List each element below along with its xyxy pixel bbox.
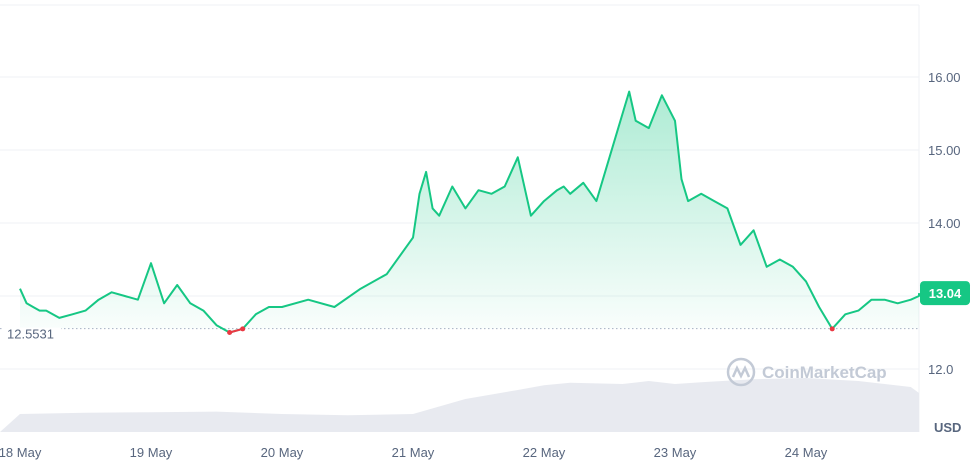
currency-label: USD: [934, 420, 961, 435]
x-axis-labels: 18 May 19 May 20 May 21 May 22 May 23 May 24 M…: [0, 445, 828, 460]
baseline-label: 12.5531: [7, 327, 54, 342]
x-tick-label: 20 May: [261, 445, 304, 460]
x-tick-label: 24 May: [785, 445, 828, 460]
x-tick-label: 22 May: [523, 445, 566, 460]
x-tick-label: 18 May: [0, 445, 42, 460]
price-area: [20, 91, 919, 333]
volume-area: [0, 378, 919, 432]
coinmarketcap-logo-icon: [726, 357, 756, 387]
price-line[interactable]: [19, 90, 920, 335]
y-tick-label: 15.00: [928, 143, 961, 158]
current-price-value: 13.04: [929, 286, 962, 301]
price-line-path[interactable]: [19, 90, 920, 334]
x-tick-label: 19 May: [130, 445, 173, 460]
price-point-below-baseline: [227, 330, 233, 335]
volume-shape: [0, 378, 919, 432]
watermark-text: CoinMarketCap: [762, 363, 887, 382]
y-tick-label: 14.00: [928, 216, 961, 231]
price-area-fill: [20, 91, 919, 333]
watermark: CoinMarketCap: [726, 357, 887, 387]
y-tick-label: 16.00: [928, 70, 961, 85]
coinmarketcap-logo-mark-icon: [731, 365, 751, 379]
x-tick-label: 23 May: [654, 445, 697, 460]
y-tick-label: 12.0: [928, 362, 953, 377]
x-tick-label: 21 May: [392, 445, 435, 460]
price-point-below-baseline: [240, 326, 246, 332]
price-point-below-baseline: [829, 326, 835, 332]
baseline: 12.5531: [0, 327, 919, 344]
current-price-badge: [920, 281, 970, 306]
baseline-label-bg: [3, 327, 61, 344]
current-price-tag: 13.04: [920, 281, 970, 306]
